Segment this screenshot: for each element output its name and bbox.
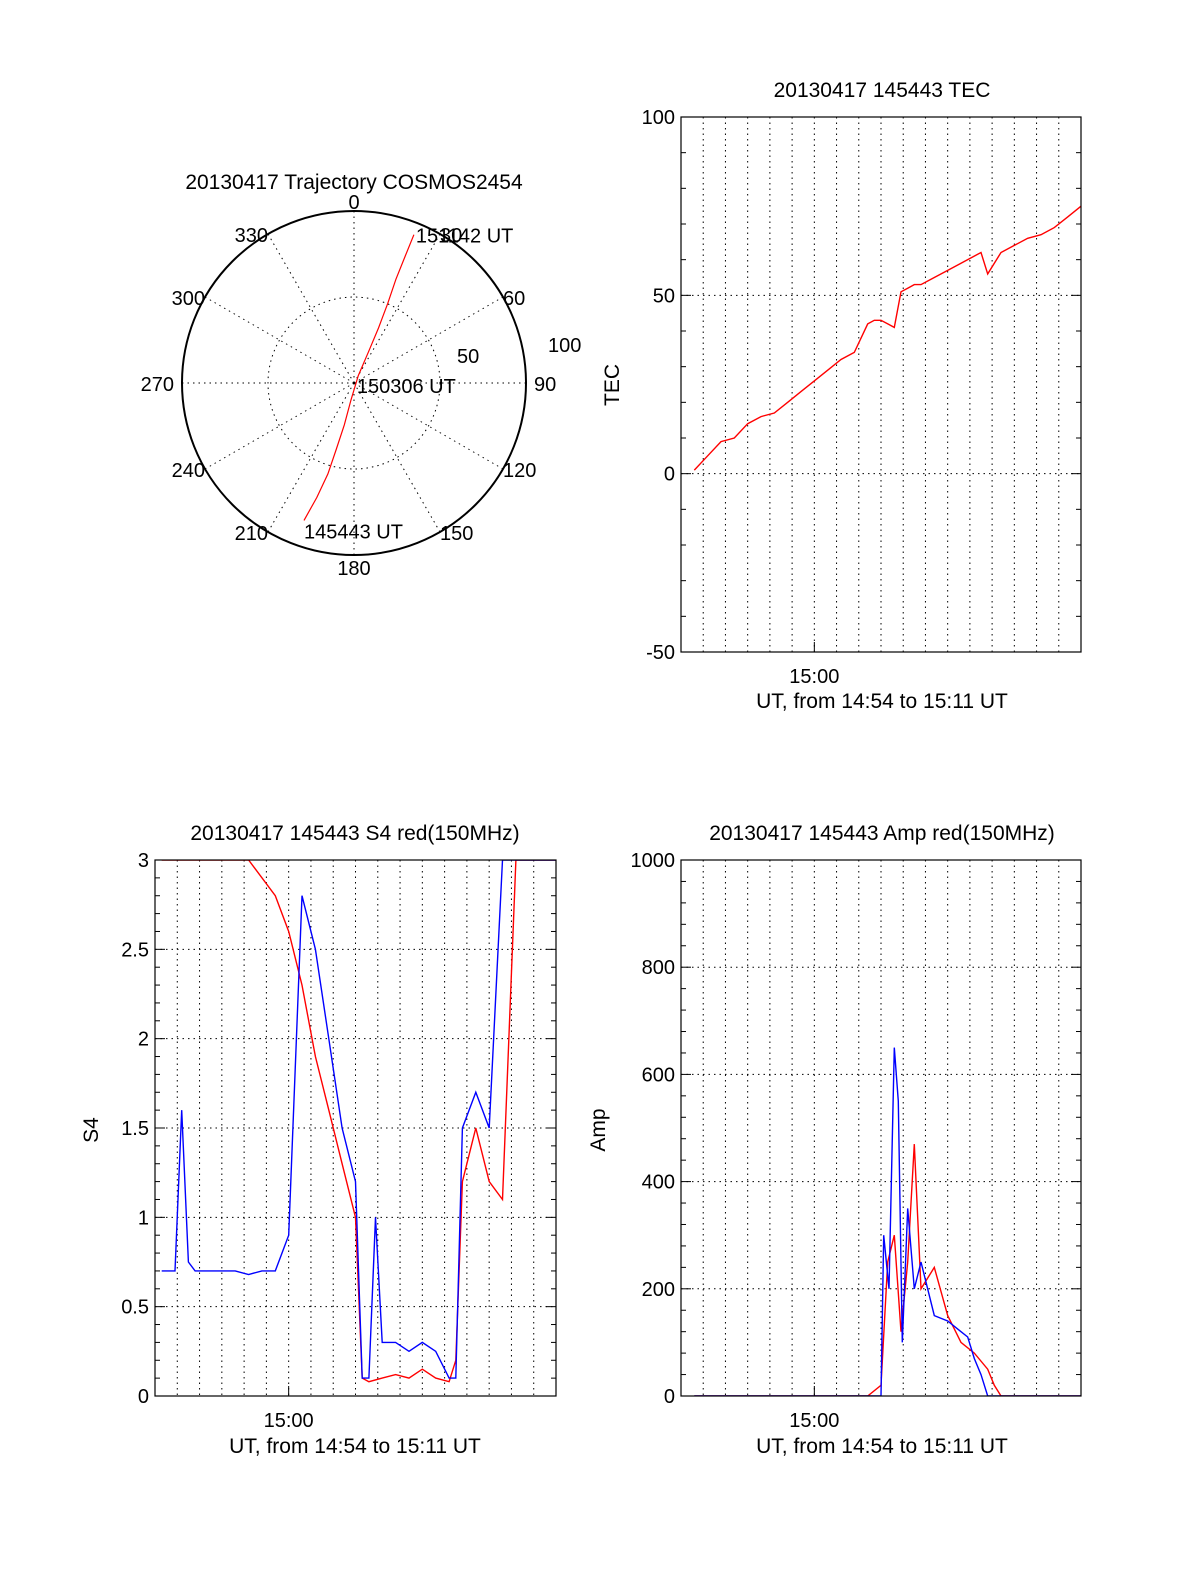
tec-xlabel: UT, from 14:54 to 15:11 UT <box>756 690 1008 713</box>
tec-ytick-label: -50 <box>646 642 675 664</box>
azimuth-label: 180 <box>337 558 370 580</box>
amp-xlabel: UT, from 14:54 to 15:11 UT <box>756 1435 1008 1458</box>
tec-ytick-label: 0 <box>664 464 675 486</box>
amp-ytick-label: 200 <box>642 1279 675 1301</box>
trajectory-time-label: 151142 UT <box>416 226 513 248</box>
amp-ytick-label: 600 <box>642 1064 675 1086</box>
s4-ytick-label: 2 <box>138 1029 149 1051</box>
trajectory-polar-plot: 20130417 Trajectory COSMOS2454 0 30 60 90 12… <box>141 171 582 580</box>
polar-grid <box>181 210 527 556</box>
tec-title: 20130417 145443 TEC <box>774 79 991 102</box>
polar-spoke <box>204 296 355 384</box>
s4-grid <box>155 860 556 1396</box>
polar-radial-labels: 50 100 <box>457 335 581 368</box>
s4-ytick-label: 0.5 <box>121 1297 149 1319</box>
tec-ytick-label: 100 <box>642 107 675 129</box>
s4-series <box>161 860 556 1383</box>
azimuth-label: 270 <box>141 374 174 396</box>
polar-spoke <box>353 382 441 533</box>
azimuth-label: 150 <box>440 523 473 545</box>
s4-xticks: 15:00 <box>264 1386 314 1432</box>
s4-yticks: 0 0.5 1 1.5 2 2.5 3 <box>121 850 556 1408</box>
azimuth-label: 90 <box>534 374 556 396</box>
s4-ytick-label: 3 <box>138 850 149 872</box>
s4-series-red <box>161 860 556 1383</box>
amp-series <box>694 1047 1081 1396</box>
polar-spoke <box>204 382 355 470</box>
azimuth-label: 330 <box>235 225 268 247</box>
polar-spoke <box>353 233 441 384</box>
s4-ytick-label: 1 <box>138 1207 149 1229</box>
s4-ytick-label: 0 <box>138 1386 149 1408</box>
tec-series-red <box>693 205 1081 471</box>
amp-yticks: 0 200 400 600 800 1000 <box>631 850 1081 1408</box>
azimuth-label: 120 <box>503 460 536 482</box>
polar-azimuth-labels: 0 30 60 90 120 150 180 210 240 270 300 330 <box>141 192 557 580</box>
tec-ytick-label: 50 <box>653 285 675 307</box>
s4-ylabel: S4 <box>80 1117 103 1143</box>
amp-frame <box>680 859 1082 1397</box>
tec-xticks: 15:00 <box>789 642 839 688</box>
amp-xticks: 15:00 <box>789 1386 839 1432</box>
polar-spoke <box>353 296 504 384</box>
trajectory-line <box>303 234 415 521</box>
trajectory-series <box>303 234 415 521</box>
s4-plot: 20130417 145443 S4 red(150MHz) 0 0.5 1 1.5 2… <box>80 822 557 1458</box>
polar-spoke <box>267 233 355 384</box>
s4-xtick-label: 15:00 <box>264 1410 314 1432</box>
amp-ytick-label: 800 <box>642 957 675 979</box>
amp-xtick-label: 15:00 <box>789 1410 839 1432</box>
tec-series <box>693 205 1081 471</box>
tec-grid <box>681 117 1081 652</box>
s4-ytick-label: 2.5 <box>121 939 149 961</box>
tec-plot: 20130417 145443 TEC -50 0 50 100 15:00 UT, f… <box>601 79 1082 713</box>
amp-ytick-label: 400 <box>642 1172 675 1194</box>
s4-xlabel: UT, from 14:54 to 15:11 UT <box>229 1435 481 1458</box>
azimuth-label: 300 <box>172 288 205 310</box>
tec-ylabel: TEC <box>601 364 624 406</box>
tec-yticks: -50 0 50 100 <box>642 107 1081 664</box>
amp-ylabel: Amp <box>587 1108 610 1151</box>
amp-plot: 20130417 145443 Amp red(150MHz) 0 200 400 6… <box>587 822 1082 1458</box>
amp-plot-body: 0 200 400 600 800 1000 15:00 <box>631 850 1082 1432</box>
amp-series-red <box>694 1144 1081 1396</box>
tec-xtick-label: 15:00 <box>789 666 839 688</box>
trajectory-time-label: 145443 UT <box>304 521 403 543</box>
azimuth-label: 240 <box>172 460 205 482</box>
tec-frame <box>680 116 1082 653</box>
amp-ytick-label: 1000 <box>631 850 676 872</box>
amp-title: 20130417 145443 Amp red(150MHz) <box>709 822 1055 845</box>
s4-plot-body: 0 0.5 1 1.5 2 2.5 3 15:00 <box>121 850 557 1432</box>
azimuth-label: 0 <box>348 192 359 214</box>
trajectory-annotations: 151142 UT 150306 UT 145443 UT <box>304 226 513 544</box>
trajectory-time-label: 150306 UT <box>357 376 456 398</box>
s4-ytick-label: 1.5 <box>121 1118 149 1140</box>
tec-plot-body: -50 0 50 100 15:00 <box>642 107 1082 688</box>
polar-spoke <box>267 382 355 533</box>
azimuth-label: 210 <box>235 523 268 545</box>
s4-title: 20130417 145443 S4 red(150MHz) <box>190 822 519 845</box>
amp-series-blue <box>694 1047 1081 1396</box>
s4-series-blue <box>161 860 556 1379</box>
radial-label-50: 50 <box>457 346 479 368</box>
azimuth-label: 30 <box>440 225 462 247</box>
radial-label-100: 100 <box>548 335 581 357</box>
azimuth-label: 60 <box>503 288 525 310</box>
polar-inner-circle <box>267 296 441 470</box>
trajectory-title: 20130417 Trajectory COSMOS2454 <box>185 171 523 194</box>
amp-ytick-label: 0 <box>664 1386 675 1408</box>
polar-spoke <box>353 382 504 470</box>
